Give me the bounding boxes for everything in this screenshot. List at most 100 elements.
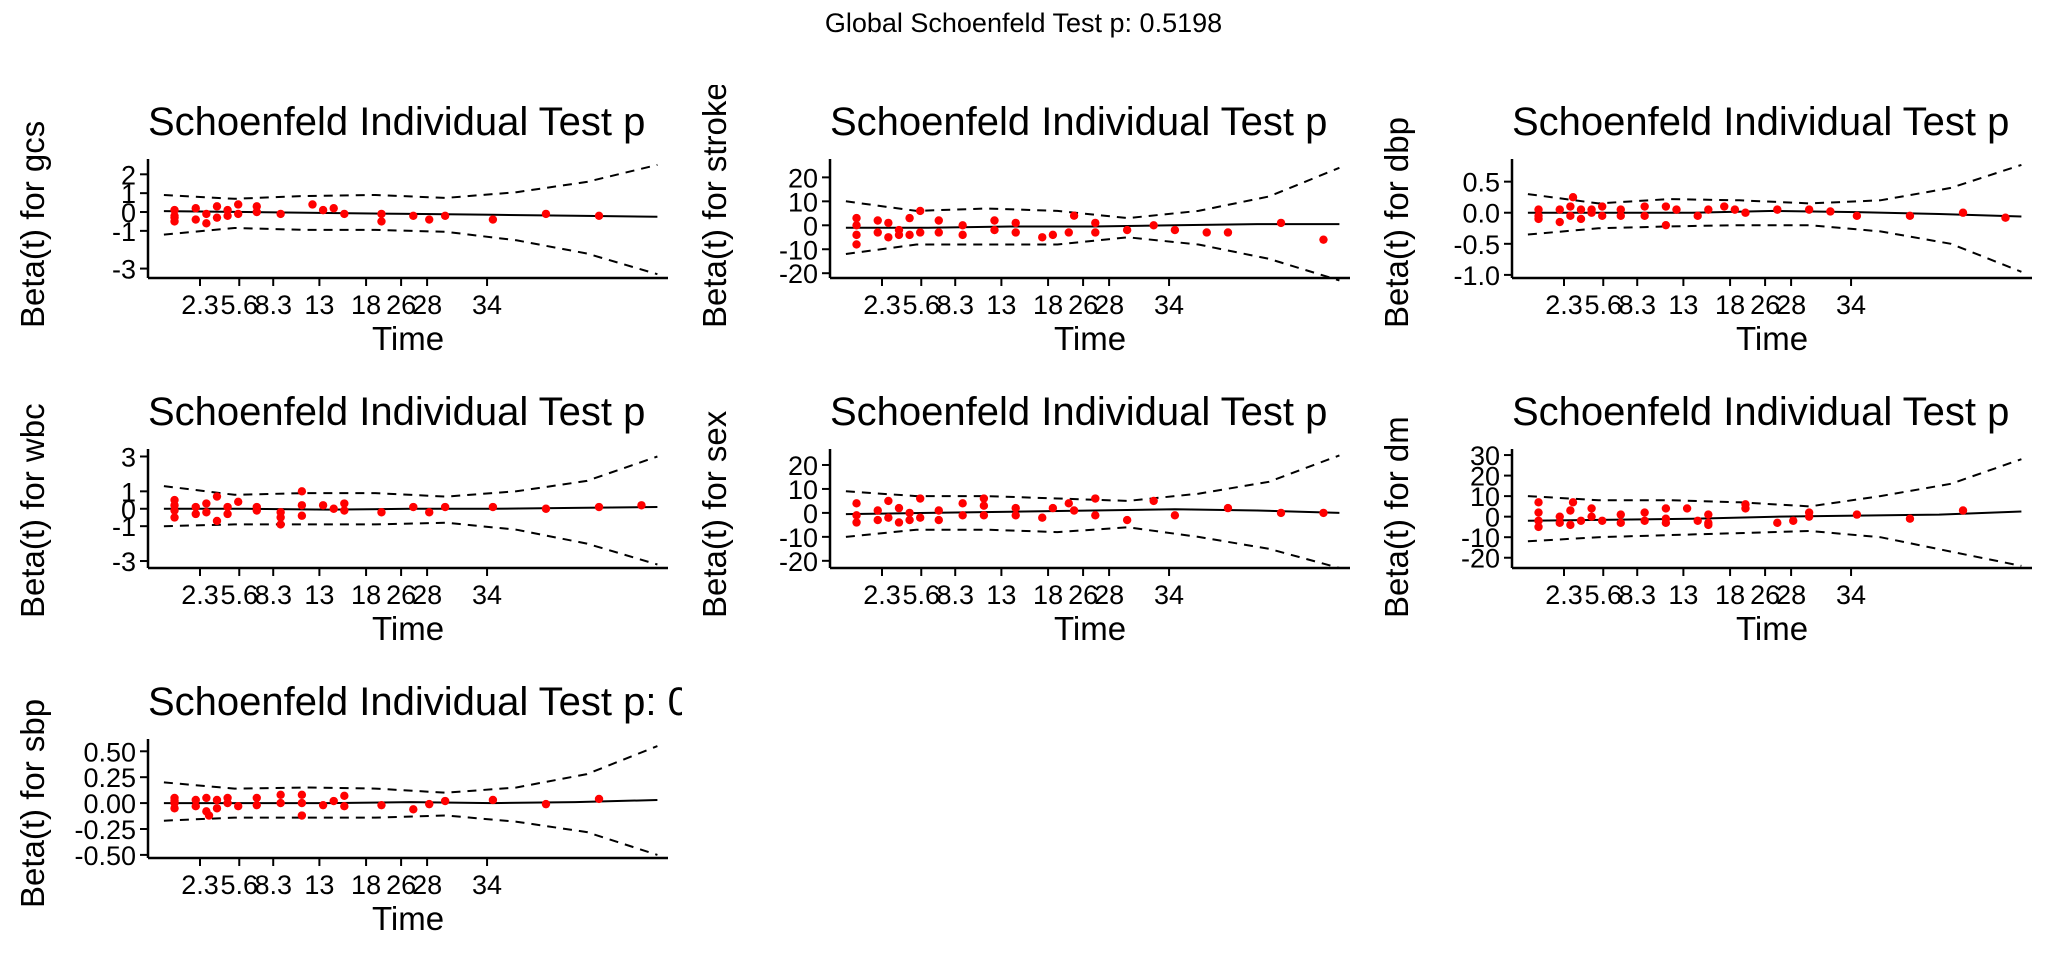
x-tick-label: 34 [1154, 580, 1184, 610]
x-tick-label: 5.6 [220, 870, 258, 900]
residual-point [297, 790, 307, 800]
x-tick-label: 13 [986, 290, 1016, 320]
residual-point [873, 228, 882, 237]
upper-confidence-band [163, 455, 658, 498]
x-tick-label: 18 [1715, 290, 1745, 320]
residual-point [1534, 516, 1543, 525]
residual-point [340, 499, 349, 508]
residual-point [979, 501, 989, 510]
upper-confidence-band [163, 745, 658, 794]
schoenfeld-panel: 20 10 0 -10 -20 2.3 5.6 8.3 13 18 26 28 34 Schoenfeld… [682, 85, 1364, 375]
residual-point [1773, 518, 1782, 528]
residual-point [1568, 498, 1578, 507]
residual-point [1852, 211, 1862, 221]
schoenfeld-panel: 30 20 10 0 -10 -20 2.3 5.6 8.3 13 18 26 28 34 Schoenfe… [1364, 375, 2047, 665]
residual-point [1038, 233, 1047, 242]
y-axis-label: Beta(t) for gcs [14, 120, 51, 328]
residual-point [329, 796, 338, 806]
residual-point [252, 202, 261, 211]
residual-point [234, 209, 243, 219]
residual-point [852, 511, 861, 520]
y-tick-label: 0.0 [1462, 199, 1500, 229]
x-tick-label: 28 [1776, 580, 1806, 610]
residual-point [934, 515, 943, 525]
lower-confidence-band [163, 226, 658, 276]
x-axis-label: Time [371, 320, 445, 357]
x-tick-label: 5.6 [902, 580, 940, 610]
x-tick-label: 26 [1068, 290, 1098, 320]
residual-point [1011, 218, 1020, 228]
x-tick-label: 2.3 [181, 870, 219, 900]
y-tick-label: 10 [1470, 482, 1500, 512]
x-tick-label: 13 [304, 870, 334, 900]
residual-point [318, 800, 328, 810]
x-tick-label: 18 [351, 290, 381, 320]
x-tick-label: 26 [1750, 290, 1780, 320]
residual-point [1276, 508, 1286, 518]
residual-point [637, 501, 646, 510]
residual-point [1616, 510, 1625, 519]
x-tick-label: 5.6 [1584, 290, 1622, 320]
y-tick-label: 3 [121, 442, 136, 472]
x-tick-label: 5.6 [220, 290, 258, 320]
smoothed-fit-line [1527, 510, 2022, 522]
residual-point [1170, 225, 1180, 235]
residual-point [425, 508, 434, 517]
residual-point [202, 219, 211, 228]
x-tick-label: 18 [1715, 580, 1745, 610]
residual-point [934, 506, 943, 515]
lower-confidence-band [1527, 224, 2022, 273]
residual-point [1568, 192, 1578, 202]
residual-point [1576, 214, 1586, 224]
residual-point [1566, 211, 1575, 221]
residual-point [541, 799, 551, 809]
x-tick-label: 34 [472, 580, 502, 610]
residual-point [916, 513, 925, 522]
y-tick-label: 0.25 [83, 763, 136, 793]
residual-point [234, 497, 243, 506]
residual-point [1852, 510, 1862, 519]
residual-point [884, 233, 893, 242]
residual-point [202, 209, 211, 219]
y-tick-label: -3 [112, 255, 136, 285]
residual-point [2001, 213, 2010, 222]
residual-point [1122, 515, 1132, 525]
panel-title: Schoenfeld Individual Test p [1512, 100, 2010, 144]
residual-point [990, 225, 999, 235]
y-tick-label: -10 [1461, 523, 1500, 553]
residual-point [958, 221, 967, 230]
residual-point [1011, 511, 1020, 520]
residual-point [377, 508, 386, 517]
x-tick-label: 13 [986, 580, 1016, 610]
residual-point [1773, 205, 1782, 214]
residual-point [1319, 235, 1328, 244]
x-axis-label: Time [371, 900, 445, 937]
residual-point [958, 499, 967, 508]
residual-point [1789, 516, 1798, 525]
panel-title: Schoenfeld Individual Test p [1512, 390, 2010, 434]
residual-point [1661, 202, 1671, 211]
x-tick-label: 26 [386, 580, 416, 610]
residual-point [252, 506, 261, 515]
residual-point [1069, 506, 1079, 515]
upper-confidence-band [163, 163, 658, 200]
residual-point [1576, 516, 1586, 525]
upper-confidence-band [845, 454, 1340, 502]
residual-point [276, 513, 285, 522]
y-tick-label: -20 [1461, 544, 1500, 574]
residual-point [204, 811, 214, 820]
panel-title: Schoenfeld Individual Test p [148, 390, 646, 434]
residual-point [1587, 504, 1596, 513]
residual-point [1587, 205, 1596, 214]
residual-point [852, 230, 861, 240]
x-tick-label: 34 [1154, 290, 1184, 320]
y-tick-label: 30 [1470, 441, 1500, 471]
residual-point [1534, 211, 1543, 221]
residual-point [488, 502, 498, 512]
residual-point [1555, 217, 1564, 227]
y-tick-label: 20 [1470, 462, 1500, 492]
residual-point [276, 520, 285, 529]
residual-point [905, 515, 914, 525]
